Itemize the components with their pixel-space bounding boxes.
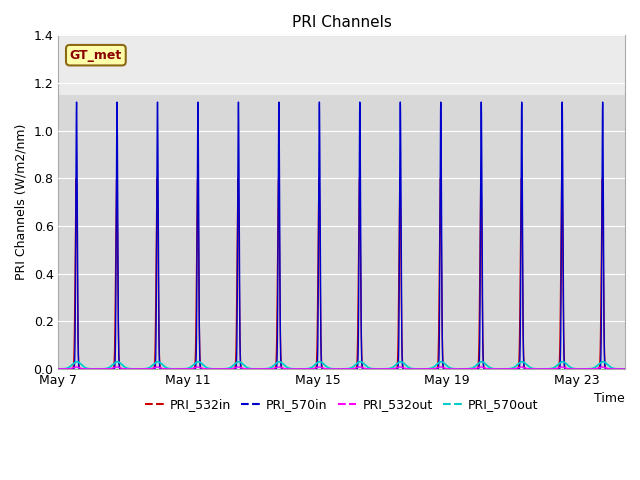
PRI_532out: [397, 364, 405, 370]
PRI_532out: [113, 364, 120, 370]
PRI_570in: [621, 366, 629, 372]
Bar: [58, 36, 625, 95]
PRI_570out: [54, 366, 62, 372]
Legend: PRI_532in, PRI_570in, PRI_532out, PRI_570out: PRI_532in, PRI_570in, PRI_532out, PRI_57…: [140, 393, 543, 416]
Y-axis label: PRI Channels (W/m2/nm): PRI Channels (W/m2/nm): [15, 124, 28, 280]
PRI_570in: [196, 348, 204, 354]
PRI_570in: [584, 366, 592, 372]
PRI_532out: [584, 366, 592, 372]
PRI_570out: [518, 359, 526, 365]
PRI_532in: [397, 268, 405, 274]
Line: PRI_570out: PRI_570out: [58, 362, 625, 369]
PRI_532out: [419, 366, 426, 372]
PRI_532in: [419, 366, 426, 372]
PRI_570in: [397, 216, 405, 222]
PRI_570out: [419, 366, 426, 372]
PRI_570out: [621, 366, 629, 372]
X-axis label: Time: Time: [595, 392, 625, 405]
PRI_570out: [584, 366, 592, 372]
Line: PRI_532out: PRI_532out: [58, 367, 625, 369]
PRI_532in: [54, 366, 62, 372]
PRI_532in: [196, 344, 204, 349]
PRI_532in: [113, 175, 120, 181]
Title: PRI Channels: PRI Channels: [292, 15, 392, 30]
Line: PRI_570in: PRI_570in: [58, 102, 625, 369]
PRI_570out: [397, 359, 405, 365]
PRI_532in: [460, 366, 468, 372]
PRI_570in: [460, 366, 468, 372]
PRI_532out: [196, 364, 204, 370]
PRI_570in: [54, 366, 62, 372]
PRI_532out: [621, 366, 629, 372]
Text: GT_met: GT_met: [70, 48, 122, 62]
PRI_532in: [584, 366, 592, 372]
PRI_570out: [323, 364, 330, 370]
PRI_570out: [196, 359, 204, 365]
PRI_532out: [54, 366, 62, 372]
Line: PRI_532in: PRI_532in: [58, 178, 625, 369]
PRI_570out: [460, 366, 468, 372]
PRI_570in: [558, 99, 566, 105]
PRI_532out: [460, 366, 468, 372]
PRI_532in: [621, 366, 629, 372]
PRI_570in: [323, 366, 330, 372]
PRI_532out: [323, 366, 330, 372]
PRI_532in: [323, 366, 330, 372]
PRI_570in: [419, 366, 426, 372]
